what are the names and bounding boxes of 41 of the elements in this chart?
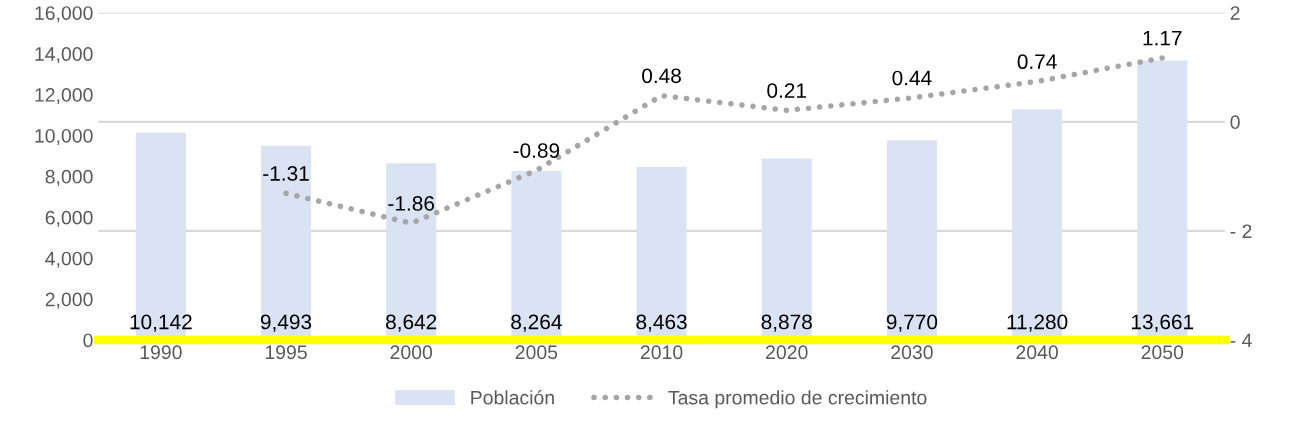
x-tick-label: 2040 (1016, 345, 1058, 360)
y2-tick-label: 2 (1230, 6, 1240, 20)
y-tick-label: 14,000 (35, 47, 93, 64)
y2-tick-label: 0 (1230, 115, 1240, 130)
data-label: 13,661 (1131, 314, 1194, 332)
y2-tick-label: - 4 (1230, 333, 1252, 348)
data-label: -1.86 (388, 196, 435, 211)
y-tick-label: 6,000 (45, 210, 93, 227)
legend-label: Tasa promedio de crecimiento (668, 390, 927, 409)
x-tick-label: 2005 (515, 345, 558, 360)
data-label: 0.21 (767, 83, 806, 98)
data-label: -0.89 (513, 143, 560, 158)
data-label: 9,770 (886, 314, 938, 332)
x-tick-label: 2010 (640, 345, 683, 360)
data-label: 1.17 (1143, 31, 1182, 46)
data-label: 8,642 (386, 314, 437, 332)
x-tick-label: 1990 (140, 345, 182, 360)
y-tick-label: 4,000 (45, 251, 93, 268)
y-tick-label: 8,000 (45, 169, 93, 186)
y-tick-label: 2,000 (45, 292, 93, 309)
x-tick-label: 1995 (265, 345, 307, 360)
y2-tick-label: - 2 (1230, 224, 1252, 238)
y-tick-label: 10,000 (35, 128, 93, 145)
legend-label: Población (471, 390, 554, 405)
data-label: 0.44 (892, 70, 932, 86)
data-label: 0.74 (1017, 54, 1057, 70)
x-tick-label: 2020 (766, 345, 808, 360)
data-label: 8,264 (511, 314, 562, 332)
data-label: 8,463 (636, 314, 687, 332)
x-tick-label: 2050 (1141, 345, 1184, 360)
y-tick-label: 16,000 (35, 6, 93, 23)
data-label: -1.31 (263, 166, 309, 181)
data-label: 10,142 (130, 314, 192, 332)
data-label: 11,280 (1007, 314, 1068, 332)
y-tick-label: 0 (83, 333, 93, 348)
x-tick-label: 2030 (891, 345, 933, 360)
y-tick-label: 12,000 (35, 88, 93, 105)
data-label: 8,878 (761, 314, 812, 332)
x-tick-label: 2000 (390, 345, 433, 360)
data-label: 9,493 (260, 314, 312, 332)
data-label: 0.48 (642, 68, 681, 84)
